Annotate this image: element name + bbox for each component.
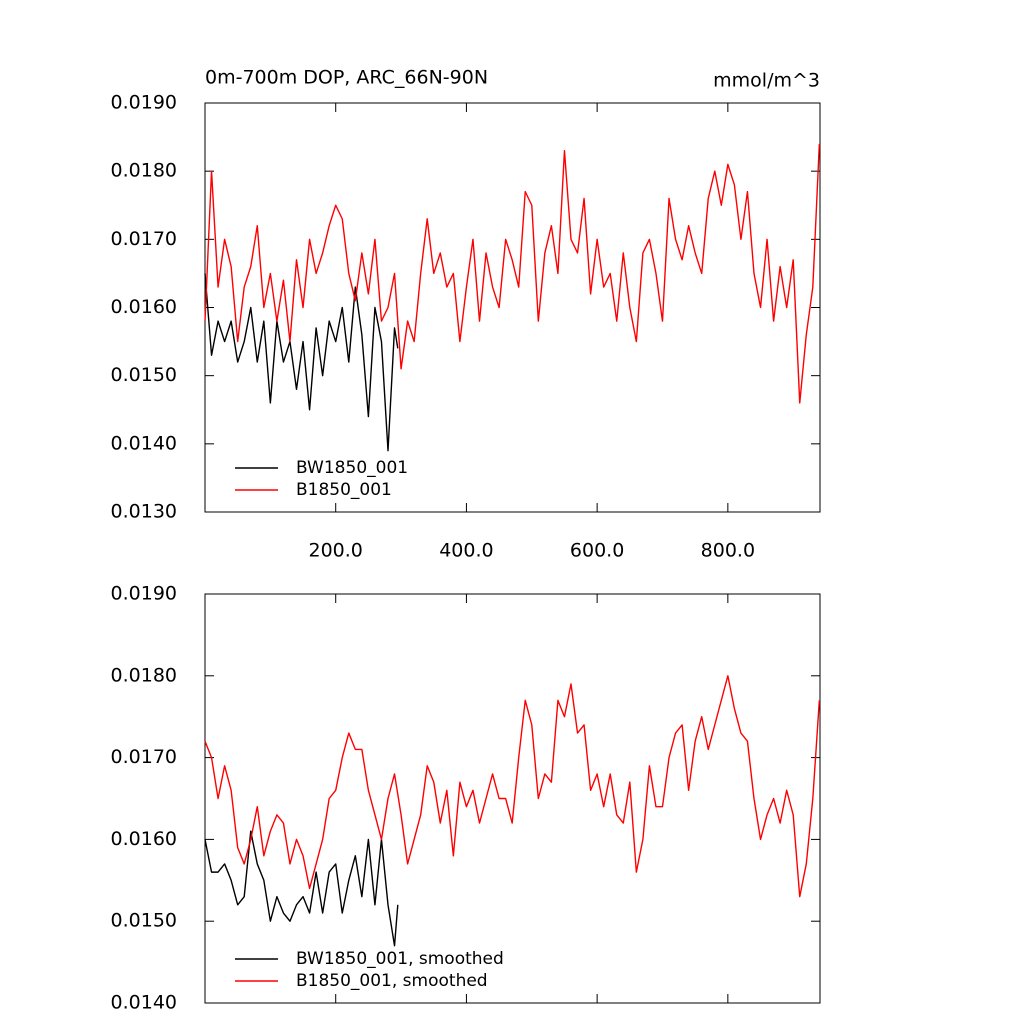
y-tick-label: 0.0160 bbox=[111, 296, 177, 318]
y-tick-label: 0.0170 bbox=[111, 228, 177, 250]
y-tick-label: 0.0140 bbox=[111, 432, 177, 454]
x-tick-label: 800.0 bbox=[701, 540, 755, 562]
y-tick-label: 0.0180 bbox=[111, 160, 177, 182]
y-tick-label: 0.0180 bbox=[111, 664, 177, 686]
y-tick-label: 0.0190 bbox=[111, 92, 177, 114]
y-tick-label: 0.0140 bbox=[111, 992, 177, 1014]
x-tick-label: 400.0 bbox=[439, 540, 493, 562]
y-tick-label: 0.0150 bbox=[111, 364, 177, 386]
data-line bbox=[204, 830, 399, 947]
y-tick-label: 0.0150 bbox=[111, 910, 177, 932]
units-label: mmol/m^3 bbox=[713, 70, 820, 92]
plot-frame bbox=[204, 593, 821, 1004]
data-line bbox=[204, 675, 821, 898]
legend-label: B1850_001 bbox=[296, 480, 392, 500]
legend-label: B1850_001, smoothed bbox=[296, 971, 488, 991]
legend-label: BW1850_001 bbox=[296, 458, 408, 478]
legend-label: BW1850_001, smoothed bbox=[296, 949, 504, 969]
chart-title: 0m-700m DOP, ARC_66N-90N bbox=[205, 67, 488, 89]
x-tick-label: 600.0 bbox=[570, 540, 624, 562]
y-tick-label: 0.0160 bbox=[111, 828, 177, 850]
y-tick-label: 0.0190 bbox=[111, 583, 177, 605]
y-tick-label: 0.0170 bbox=[111, 746, 177, 768]
data-line bbox=[204, 143, 821, 404]
x-tick-label: 200.0 bbox=[309, 540, 363, 562]
y-tick-label: 0.0130 bbox=[111, 501, 177, 523]
data-line bbox=[204, 273, 399, 452]
